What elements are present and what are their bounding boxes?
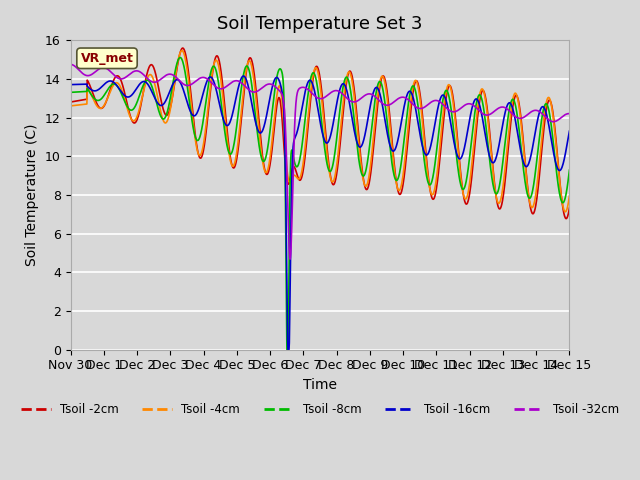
X-axis label: Time: Time [303, 378, 337, 392]
Text: VR_met: VR_met [81, 52, 134, 65]
Y-axis label: Soil Temperature (C): Soil Temperature (C) [26, 124, 40, 266]
Title: Soil Temperature Set 3: Soil Temperature Set 3 [217, 15, 423, 33]
Legend: Tsoil -2cm, Tsoil -4cm, Tsoil -8cm, Tsoil -16cm, Tsoil -32cm: Tsoil -2cm, Tsoil -4cm, Tsoil -8cm, Tsoi… [17, 399, 623, 421]
